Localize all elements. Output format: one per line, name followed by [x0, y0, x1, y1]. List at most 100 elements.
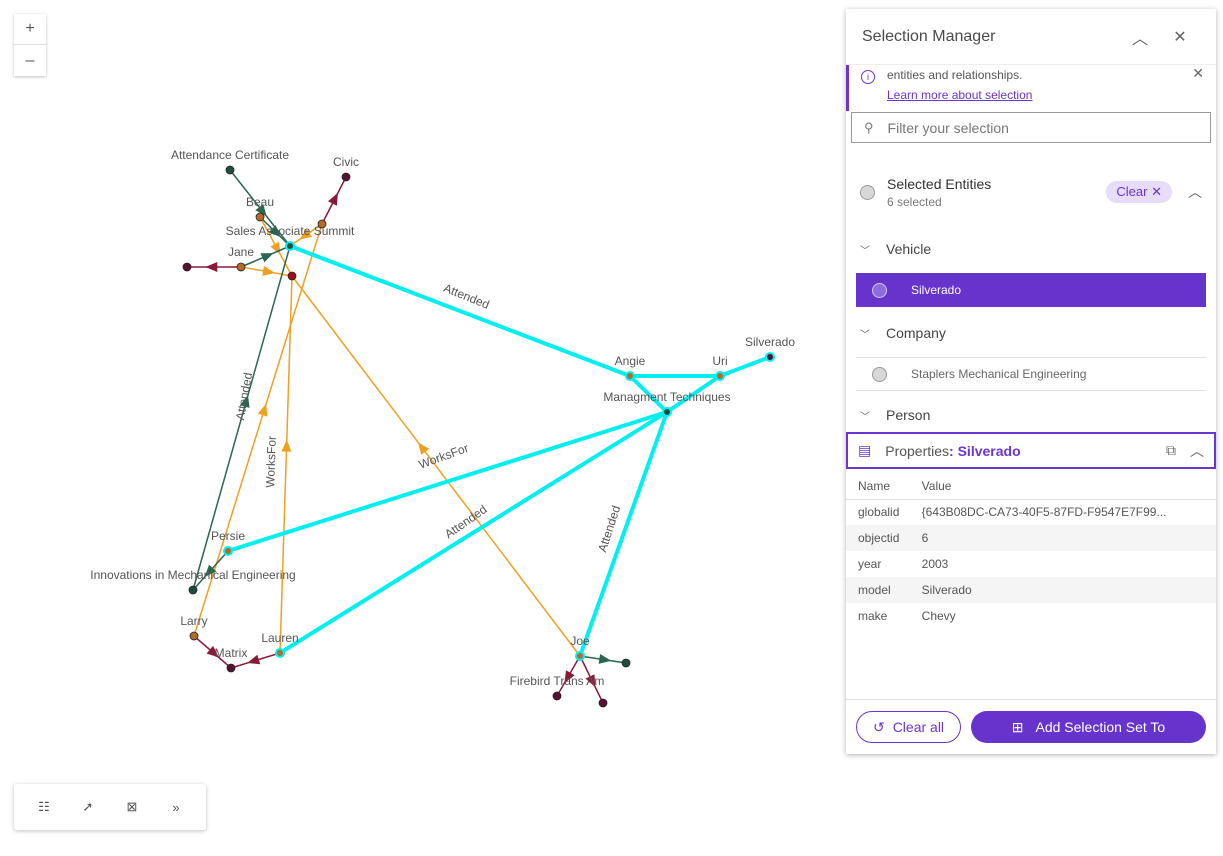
node-summit[interactable] [285, 241, 295, 251]
zoom-in-button[interactable]: + [14, 14, 46, 45]
close-panel-button[interactable]: ✕ [1173, 28, 1187, 46]
node-label: Attendance Certificate [171, 148, 289, 162]
edge-innov-summit[interactable] [192, 245, 291, 591]
edge-mgmt-uri[interactable] [665, 374, 722, 414]
node-innov[interactable] [188, 585, 198, 595]
table-row[interactable]: year 2003 [846, 551, 1216, 577]
edge-joe-mgmt[interactable] [578, 411, 669, 657]
list-item-silverado[interactable]: Silverado [856, 273, 1206, 307]
node-n2[interactable] [182, 262, 192, 272]
node-label: Jane [228, 245, 254, 259]
node-n3[interactable] [287, 271, 297, 281]
table-row[interactable]: model Silverado [846, 577, 1216, 603]
chevron-up-icon[interactable]: ︿ [1188, 184, 1202, 200]
add-selection-set-button[interactable]: ⊞ Add Selection Set To [971, 711, 1206, 743]
node-n1[interactable] [317, 219, 327, 229]
node-label: Persie [211, 529, 245, 543]
reset-icon: ↺ [872, 718, 885, 735]
edge-angie-mgmt[interactable] [628, 374, 669, 414]
properties-table: Name Value globalid {643B08DC-CA73-40F5-87… [846, 473, 1216, 629]
group-vehicle[interactable]: ﹀ Vehicle [860, 241, 932, 257]
chevron-down-icon: ﹀ [860, 329, 870, 341]
node-label: Larry [180, 614, 207, 628]
filter-input[interactable]: ⚲ Filter your selection [851, 112, 1211, 143]
node-civic[interactable] [341, 172, 351, 182]
edge-lauren-mgmt[interactable] [278, 410, 669, 655]
node-joe[interactable] [575, 651, 585, 661]
table-row[interactable]: objectid 6 [846, 525, 1216, 551]
edge-arrow [205, 262, 218, 272]
node-angie[interactable] [625, 371, 635, 381]
edge-persie-mgmt[interactable] [227, 410, 668, 553]
list-icon[interactable]: ☷ [38, 799, 50, 814]
layout-icon[interactable]: ⊠ [126, 799, 138, 814]
node-cert[interactable] [225, 165, 235, 175]
edge-arrow [598, 654, 612, 664]
item-checkbox[interactable] [872, 366, 887, 382]
dismiss-notice-button[interactable]: ✕ [1192, 65, 1204, 81]
edge-larry-n1[interactable] [193, 223, 323, 637]
edge-arrow [255, 203, 267, 217]
edge-arrow [239, 395, 250, 408]
clear-all-button[interactable]: ↺ Clear all [856, 711, 961, 743]
table-row[interactable]: globalid {643B08DC-CA73-40F5-87FD-F9547E7… [846, 499, 1216, 525]
learn-more-link[interactable]: Learn more about selection [887, 88, 1033, 102]
node-label: Sales Associate Summit [226, 224, 355, 238]
property-value: Silverado [909, 577, 1216, 603]
node-silverado[interactable] [765, 352, 775, 362]
edge-arrow [204, 564, 217, 577]
node-label: Angie [615, 354, 646, 368]
node-jane[interactable] [236, 262, 246, 272]
chevron-up-icon[interactable]: ︿ [1190, 442, 1204, 459]
properties-entity-name: : Silverado [949, 442, 1021, 459]
node-mgmt[interactable] [662, 407, 672, 417]
property-name: objectid [846, 525, 910, 551]
property-value: 2003 [921, 557, 949, 571]
item-checkbox[interactable] [872, 282, 887, 298]
node-lauren[interactable] [275, 648, 285, 658]
edge-arrow [299, 228, 313, 240]
edge-arrow [206, 645, 219, 658]
node-matrix[interactable] [226, 663, 236, 673]
edge-label: Attended [233, 371, 255, 421]
group-company[interactable]: ﹀ Company [860, 325, 946, 341]
zoom-out-button[interactable]: – [25, 51, 35, 69]
properties-header: ▤ Properties: Silverado ⧉ ︿ [846, 432, 1216, 469]
edge-arrow [262, 265, 275, 276]
property-value: 6 [909, 525, 1216, 551]
list-item-staplers[interactable]: Staplers Mechanical Engineering [856, 357, 1206, 391]
node-larry[interactable] [189, 631, 199, 641]
node-label: Firebird Trans Am [510, 674, 605, 688]
node-label: Managment Techniques [603, 390, 730, 404]
node-n5[interactable] [621, 658, 631, 668]
edge-lauren-n3[interactable] [279, 275, 293, 654]
edge-arrow [247, 654, 261, 665]
collapse-panel-button[interactable]: ︿ [1131, 30, 1148, 48]
node-label: Joe [570, 634, 590, 648]
bottom-toolbar: ☷ ➚ ⊠ » [14, 784, 206, 830]
edge-uri-silverado[interactable] [719, 355, 771, 378]
info-notice: i entities and relationships. Learn more… [846, 65, 1216, 111]
open-external-icon[interactable]: ⧉ [1166, 442, 1176, 458]
clear-chip[interactable]: Clear ✕ [1106, 181, 1172, 203]
column-header-name: Name [846, 473, 910, 500]
expand-icon[interactable]: » [172, 799, 180, 815]
property-value: Chevy [921, 609, 956, 623]
node-label: Civic [333, 155, 359, 169]
node-persie[interactable] [223, 546, 233, 556]
edge-joe-n3[interactable] [291, 275, 581, 657]
node-uri[interactable] [715, 371, 725, 381]
edge-arrow [417, 442, 430, 455]
edge-summit-angie[interactable] [289, 244, 631, 378]
node-beau[interactable] [255, 212, 265, 222]
table-row[interactable]: make Chevy [846, 603, 1216, 629]
node-n4[interactable] [598, 698, 608, 708]
group-person[interactable]: ﹀ Person [860, 407, 931, 423]
select-all-checkbox[interactable] [860, 184, 875, 200]
pointer-icon[interactable]: ➚ [82, 799, 94, 814]
node-firebird[interactable] [552, 691, 562, 701]
panel-title: Selection Manager [862, 27, 996, 45]
search-icon: ⚲ [864, 119, 874, 135]
chevron-down-icon: ﹀ [860, 411, 870, 423]
